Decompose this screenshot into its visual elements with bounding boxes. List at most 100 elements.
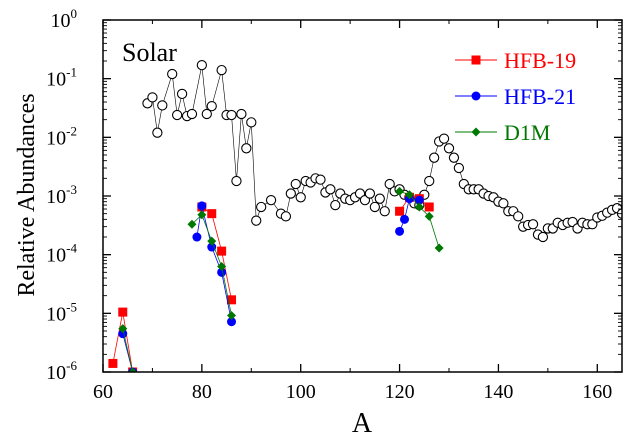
x-axis-label: A <box>352 408 373 436</box>
y-tick-label: 10-6 <box>46 358 77 384</box>
data-point-solar <box>186 108 198 120</box>
y-tick-label: 10-4 <box>46 241 77 267</box>
data-point-solar <box>152 127 163 138</box>
data-point-solar <box>295 192 306 203</box>
data-point-d1m <box>227 310 237 320</box>
data-point-hfb-21 <box>227 317 237 327</box>
data-point-hfb-19 <box>395 206 405 216</box>
data-point-hfb-21 <box>395 226 405 236</box>
legend-item-d1m: D1M <box>455 120 550 145</box>
legend-label: D1M <box>504 120 550 145</box>
y-tick-label: 100 <box>51 6 78 32</box>
x-tick-label: 80 <box>192 381 212 403</box>
data-point-solar <box>379 206 390 217</box>
data-point-hfb-19 <box>227 295 237 305</box>
legend: HFB-19 HFB-21 D1M <box>455 48 576 145</box>
data-point-hfb-21 <box>197 201 207 211</box>
legend-item-hfb-21: HFB-21 <box>455 84 576 109</box>
data-point-solar <box>241 143 252 154</box>
data-point-hfb-21 <box>192 232 202 242</box>
data-point-solar <box>315 174 326 185</box>
y-tick-label: 10-2 <box>46 123 77 149</box>
data-point-solar <box>226 109 237 121</box>
data-point-solar <box>171 109 183 121</box>
data-point-solar <box>251 215 262 226</box>
data-point-solar <box>369 201 381 213</box>
legend-marker-d1m <box>471 127 481 137</box>
legend-marker-hfb-21 <box>471 91 481 101</box>
data-point-solar <box>176 88 188 100</box>
data-point-solar <box>429 152 440 163</box>
data-point-d1m <box>395 186 405 196</box>
data-point-solar <box>280 211 292 222</box>
data-point-solar <box>216 64 227 76</box>
data-point-hfb-19 <box>207 209 217 219</box>
data-point-solar <box>256 201 267 213</box>
data-point-solar <box>265 194 277 206</box>
legend-item-hfb-19: HFB-19 <box>455 48 576 73</box>
series-d1m <box>118 186 444 372</box>
data-point-solar <box>527 219 539 230</box>
data-point-solar <box>364 188 376 199</box>
data-point-solar <box>374 193 385 204</box>
y-axis-label: Relative Abundances <box>14 93 40 296</box>
data-point-d1m <box>128 367 138 372</box>
data-point-solar <box>438 133 450 144</box>
y-tick-label: 10-1 <box>46 65 77 91</box>
legend-label: HFB-19 <box>504 48 576 73</box>
y-tick-label: 10-3 <box>46 182 77 208</box>
x-tick-label: 140 <box>483 381 513 403</box>
data-point-solar <box>246 117 257 128</box>
solar-annotation: Solar <box>122 38 177 67</box>
x-tick-label: 60 <box>93 381 113 403</box>
y-tick-label: 10-5 <box>46 299 77 325</box>
data-point-solar <box>236 108 247 120</box>
data-point-hfb-19 <box>108 358 118 368</box>
data-point-solar <box>167 68 178 80</box>
series-line-hfb-21 <box>399 198 420 232</box>
data-point-d1m <box>187 219 197 229</box>
axes: 60 80 100 120 140 160 10-6 10-5 10-4 10-3 10-2 10-1… <box>46 6 622 403</box>
data-point-solar <box>325 184 336 195</box>
data-point-solar <box>157 100 168 111</box>
legend-marker-hfb-19 <box>471 55 481 65</box>
legend-label: HFB-21 <box>504 84 576 109</box>
data-point-hfb-19 <box>217 246 227 256</box>
data-point-solar <box>498 198 509 209</box>
data-point-hfb-21 <box>400 214 410 224</box>
data-point-solar <box>453 162 465 174</box>
data-point-hfb-21 <box>118 329 128 339</box>
data-point-solar <box>448 152 460 163</box>
data-point-hfb-19 <box>424 202 434 212</box>
x-tick-label: 120 <box>385 381 415 403</box>
data-point-solar <box>196 59 208 71</box>
data-point-solar <box>290 178 301 190</box>
data-point-solar <box>147 92 158 103</box>
data-point-d1m <box>118 324 128 334</box>
data-point-d1m <box>197 210 207 220</box>
data-point-d1m <box>207 236 217 246</box>
data-point-solar <box>587 219 598 230</box>
series-line-hfb-19 <box>399 196 430 212</box>
data-point-d1m <box>424 211 434 221</box>
data-point-d1m <box>434 243 444 253</box>
data-point-d1m <box>404 190 414 200</box>
data-point-hfb-21 <box>207 242 217 252</box>
data-point-solar <box>424 175 435 187</box>
x-tick-label: 160 <box>582 381 612 403</box>
plot-content <box>108 59 622 372</box>
data-point-solar <box>206 101 217 112</box>
data-point-solar <box>285 188 296 199</box>
data-point-solar <box>201 108 212 120</box>
x-tick-label: 100 <box>286 381 316 403</box>
data-point-solar <box>330 199 341 211</box>
data-point-d1m <box>217 261 227 271</box>
data-point-d1m <box>414 202 424 212</box>
data-point-solar <box>384 178 395 190</box>
series-line-d1m <box>122 328 134 372</box>
data-point-hfb-21 <box>414 195 424 205</box>
data-point-solar <box>537 231 549 243</box>
data-point-hfb-21 <box>217 267 227 277</box>
